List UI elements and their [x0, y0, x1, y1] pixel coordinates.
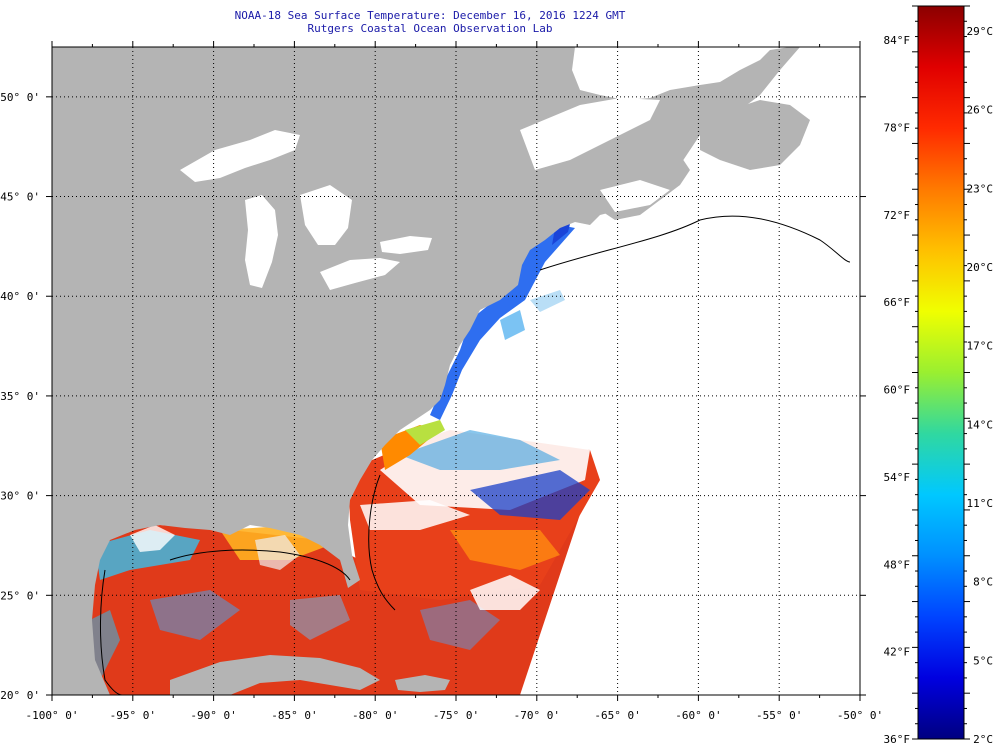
colorbar-f-label: 78°F	[884, 121, 911, 134]
lon-label: -55° 0'	[756, 709, 802, 722]
colorbar-c-label: 23°C	[967, 182, 994, 195]
colorbar-f-label: 60°F	[884, 384, 911, 397]
depth-contour	[99, 215, 851, 695]
colorbar-ticks	[912, 5, 970, 740]
colorbar-c-label: 20°C	[967, 261, 994, 274]
graticule-grid	[52, 47, 860, 695]
sst-data	[52, 224, 600, 695]
lon-label: -95° 0'	[110, 709, 156, 722]
colorbar-c-label: 29°C	[967, 25, 994, 38]
lon-label: -85° 0'	[271, 709, 317, 722]
colorbar-c-label: 8°C	[973, 576, 993, 589]
lon-label: -90° 0'	[190, 709, 236, 722]
lon-label: -80° 0'	[352, 709, 398, 722]
colorbar-f-label: 42°F	[884, 646, 911, 659]
lon-label: -50° 0'	[837, 709, 883, 722]
lat-label: 25° 0'	[0, 589, 40, 602]
colorbar-c-label: 2°C	[973, 733, 993, 746]
colorbar-fahrenheit-labels: 84°F 78°F 72°F 66°F 60°F 54°F 48°F 42°F 36°F	[884, 34, 911, 746]
map-title: NOAA-18 Sea Surface Temperature: Decembe…	[234, 9, 626, 22]
colorbar-c-label: 26°C	[967, 104, 994, 117]
colorbar-f-label: 72°F	[884, 209, 911, 222]
colorbar-f-label: 36°F	[884, 733, 911, 746]
lon-label: -60° 0'	[675, 709, 721, 722]
map-subtitle: Rutgers Coastal Ocean Observation Lab	[307, 22, 553, 35]
longitude-labels: -100° 0' -95° 0' -90° 0' -85° 0' -80° 0' -75°…	[26, 709, 884, 722]
lat-label: 35° 0'	[0, 390, 40, 403]
lat-label: 50° 0'	[0, 91, 40, 104]
axis-ticks	[46, 41, 866, 701]
colorbar-celsius-labels: 29°C 26°C 23°C 20°C 17°C 14°C 11°C 8°C 5°C 2°C	[967, 25, 994, 746]
colorbar-c-label: 14°C	[967, 418, 994, 431]
lat-label: 45° 0'	[0, 191, 40, 204]
colorbar-f-label: 84°F	[884, 34, 911, 47]
colorbar-f-label: 66°F	[884, 296, 911, 309]
lat-label: 30° 0'	[0, 490, 40, 503]
lat-label: 20° 0'	[0, 689, 40, 702]
colorbar-c-label: 17°C	[967, 340, 994, 353]
lat-label: 40° 0'	[0, 290, 40, 303]
lon-label: -70° 0'	[514, 709, 560, 722]
lon-label: -75° 0'	[433, 709, 479, 722]
lakes	[180, 98, 670, 290]
colorbar-f-label: 54°F	[884, 471, 911, 484]
lon-label: -100° 0'	[26, 709, 79, 722]
colorbar-f-label: 48°F	[884, 558, 911, 571]
lon-label: -65° 0'	[594, 709, 640, 722]
latitude-labels: 50° 0' 45° 0' 40° 0' 35° 0' 30° 0' 25° 0' 20° …	[0, 91, 40, 702]
colorbar-c-label: 11°C	[967, 497, 994, 510]
colorbar-c-label: 5°C	[973, 654, 993, 667]
colorbar	[917, 5, 965, 740]
